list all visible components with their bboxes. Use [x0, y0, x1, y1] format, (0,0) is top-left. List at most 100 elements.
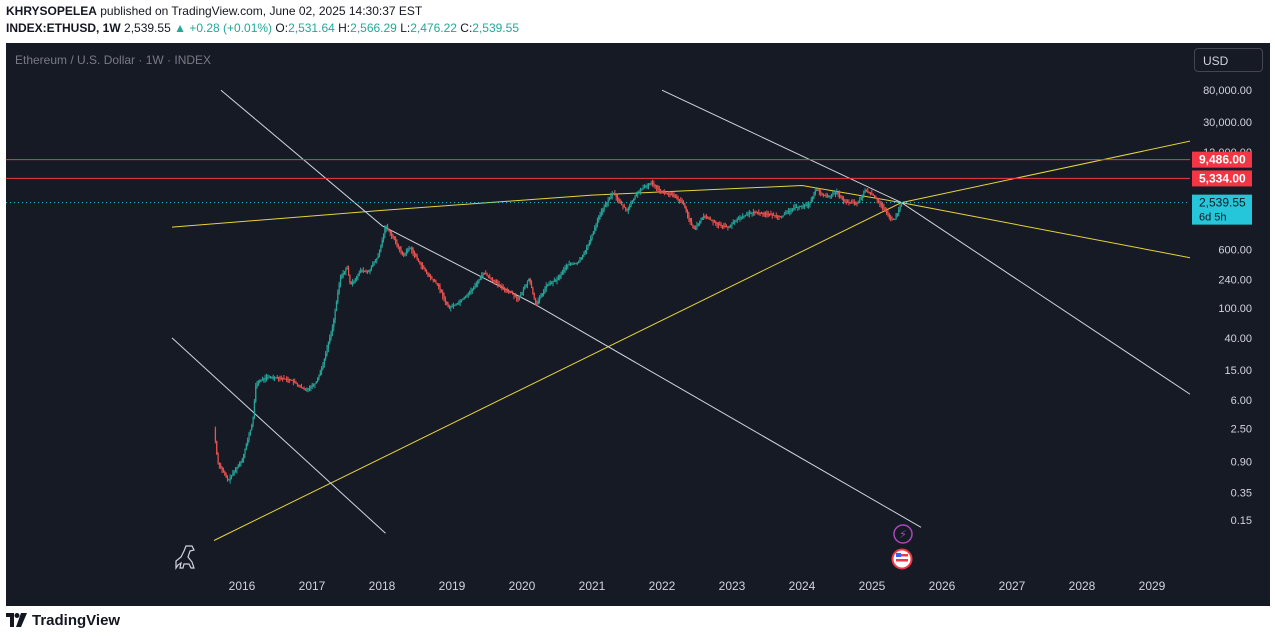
candle-body: [691, 221, 693, 225]
candle-body: [888, 215, 890, 218]
candle-body: [214, 428, 217, 442]
candle-body: [868, 191, 870, 193]
chart-pane[interactable]: 80,000.0030,000.0012,000.00600.00240.001…: [6, 43, 1270, 606]
candle-body: [432, 279, 434, 281]
candle-body: [569, 264, 572, 266]
x-tick-label: 2022: [649, 579, 676, 593]
candle-body: [860, 197, 862, 201]
candle-body: [498, 284, 500, 286]
candle-body: [583, 252, 585, 255]
candle-body: [701, 217, 704, 220]
candle-body: [670, 194, 673, 196]
candle-body: [473, 287, 475, 290]
candle-body: [237, 465, 239, 468]
candle-body: [403, 254, 405, 256]
x-tick-label: 2029: [1139, 579, 1166, 593]
candle-body: [774, 215, 776, 217]
candle-body: [361, 270, 363, 272]
footer-brand[interactable]: TradingView: [6, 610, 120, 630]
tradingview-wordmark: TradingView: [32, 611, 121, 629]
candle-body: [629, 205, 631, 209]
candle-body: [728, 226, 730, 228]
chart-svg[interactable]: 80,000.0030,000.0012,000.00600.00240.001…: [6, 43, 1270, 606]
candle-body: [500, 285, 502, 287]
candle-body: [660, 189, 662, 191]
candle-body: [516, 296, 518, 298]
candle-body: [392, 235, 394, 238]
x-tick-label: 2024: [789, 579, 816, 593]
symbol-label: INDEX:ETHUSD, 1W: [6, 21, 121, 35]
candle-body: [665, 192, 667, 194]
candle-body: [380, 245, 382, 252]
candle-body: [387, 226, 389, 229]
candle-body: [376, 258, 378, 261]
candle-body: [423, 267, 425, 270]
candle-body: [486, 274, 488, 276]
candle-body: [395, 239, 397, 243]
y-tick-label: 240.00: [1218, 275, 1252, 287]
candle-body: [845, 201, 847, 203]
candle-body: [672, 194, 674, 196]
candle-body: [880, 203, 882, 206]
candle-body: [664, 192, 666, 194]
high-value: 2,566.29: [350, 21, 397, 35]
candle-body: [431, 277, 433, 280]
candle-body: [248, 434, 250, 440]
candle-body: [451, 306, 453, 308]
candle-body: [900, 202, 903, 207]
candle-body: [758, 212, 760, 214]
candle-body: [617, 197, 619, 200]
candle-body: [240, 461, 242, 464]
candle-body: [818, 190, 821, 192]
candle-body: [276, 377, 278, 379]
candle-body: [816, 189, 818, 191]
candle-body: [689, 218, 691, 222]
candle-body: [465, 295, 467, 298]
candle-body: [331, 327, 334, 333]
candle-body: [315, 381, 317, 384]
candle-body: [229, 477, 231, 480]
author-name[interactable]: KHRYSOPELEA: [6, 4, 97, 18]
candle-body: [287, 379, 289, 381]
candle-body: [833, 193, 835, 195]
candle-body: [603, 207, 605, 210]
candle-body: [257, 381, 260, 383]
candle-body: [501, 286, 503, 288]
candle-body: [303, 388, 305, 390]
candle-body: [871, 193, 873, 195]
currency-button[interactable]: USD: [1194, 48, 1263, 72]
candle-body: [688, 214, 690, 219]
candle-body: [787, 211, 790, 213]
candle-body: [264, 377, 266, 379]
candle-body: [436, 283, 439, 285]
candle-body: [699, 221, 701, 224]
candle-body: [878, 199, 880, 202]
candle-body: [817, 189, 819, 191]
candle-body: [233, 471, 235, 474]
candle-body: [463, 297, 465, 299]
candle-body: [598, 216, 600, 221]
high-label: H:: [338, 21, 351, 35]
candle-body: [853, 202, 856, 204]
candle-body: [760, 212, 763, 214]
candle-body: [863, 192, 865, 196]
candle-body: [557, 277, 560, 280]
candle-body: [446, 301, 448, 305]
candle-body: [435, 281, 437, 284]
candle-body: [693, 228, 695, 230]
y-tick-label: 15.00: [1224, 365, 1252, 377]
candle-body: [524, 286, 526, 290]
candle-body: [357, 274, 359, 277]
candle-body: [455, 303, 457, 305]
candle-body: [580, 257, 582, 260]
candle-body: [759, 212, 761, 214]
candle-body: [744, 215, 747, 217]
candle-body: [239, 463, 241, 466]
candle-body: [726, 226, 728, 228]
candle-body: [635, 194, 638, 197]
candle-body: [271, 377, 273, 379]
candle-body: [471, 289, 473, 291]
candle-body: [797, 206, 799, 208]
candle-body: [721, 225, 724, 227]
candle-body: [458, 302, 460, 304]
